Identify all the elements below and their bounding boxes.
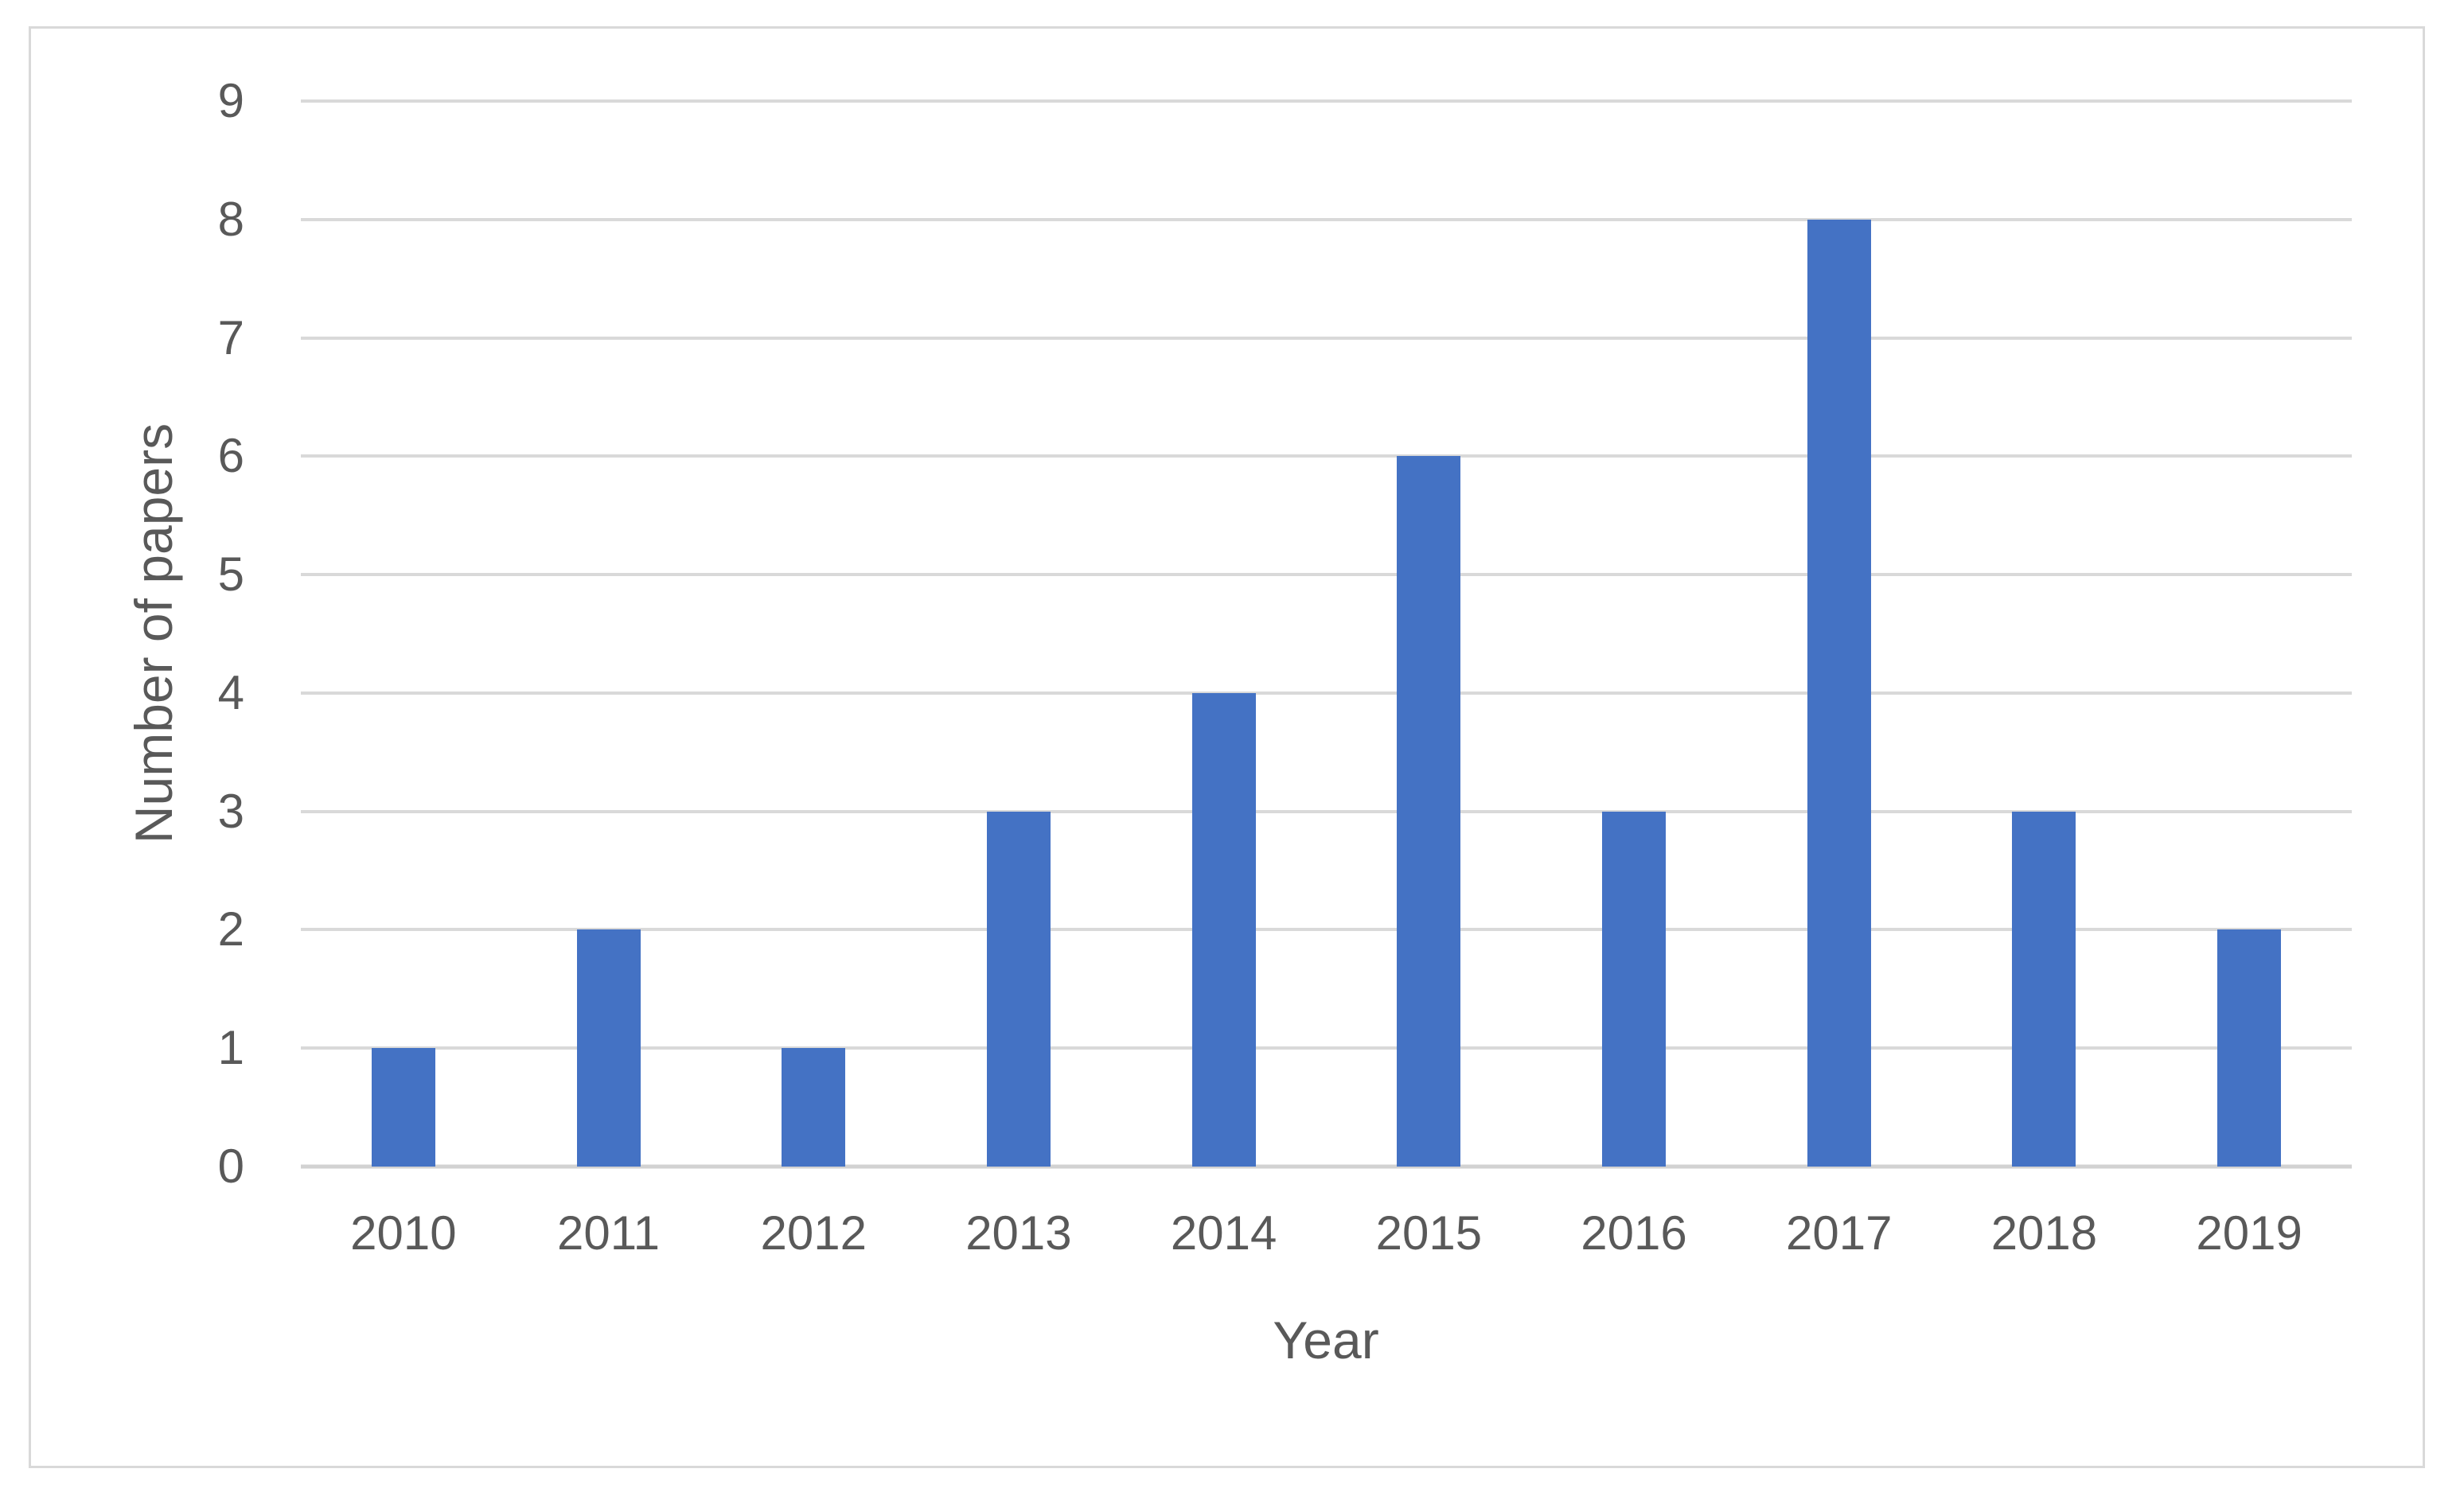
- gridline-1: [301, 1046, 2352, 1050]
- y-tick-label-6: 6: [217, 429, 244, 483]
- gridline-9: [301, 99, 2352, 103]
- gridline-5: [301, 573, 2352, 577]
- bar-2013: [986, 811, 1051, 1167]
- gridline-6: [301, 454, 2352, 458]
- bar-2017: [1807, 219, 1871, 1167]
- bar-2014: [1191, 692, 1256, 1167]
- x-tick-label-2010: 2010: [350, 1206, 457, 1260]
- y-tick-label-4: 4: [217, 665, 244, 719]
- bar-2016: [1602, 811, 1667, 1167]
- x-axis-title: Year: [1273, 1311, 1379, 1369]
- bar-2019: [2217, 929, 2282, 1167]
- y-tick-label-2: 2: [217, 902, 244, 956]
- y-tick-label-1: 1: [217, 1021, 244, 1075]
- y-tick-label-9: 9: [217, 74, 244, 127]
- y-tick-label-7: 7: [217, 310, 244, 364]
- x-tick-label-2018: 2018: [1990, 1206, 2098, 1260]
- y-tick-label-0: 0: [217, 1140, 244, 1193]
- plot-area: [301, 99, 2352, 1169]
- y-tick-label-8: 8: [217, 192, 244, 246]
- bar-2015: [1397, 456, 1461, 1167]
- bar-2018: [2012, 811, 2076, 1167]
- gridline-7: [301, 336, 2352, 340]
- y-tick-label-5: 5: [217, 547, 244, 602]
- gridline-8: [301, 217, 2352, 221]
- x-tick-label-2017: 2017: [1786, 1206, 1893, 1260]
- x-tick-label-2016: 2016: [1581, 1206, 1687, 1260]
- gridline-4: [301, 691, 2352, 695]
- x-tick-label-2013: 2013: [965, 1206, 1072, 1260]
- x-tick-label-2012: 2012: [760, 1206, 867, 1260]
- y-tick-label-3: 3: [217, 784, 244, 838]
- bar-2012: [782, 1048, 846, 1167]
- bar-2010: [371, 1048, 435, 1167]
- gridline-3: [301, 809, 2352, 813]
- bar-2011: [576, 929, 641, 1167]
- x-tick-label-2015: 2015: [1375, 1206, 1483, 1260]
- x-axis-line: [301, 1164, 2352, 1169]
- gridline-2: [301, 928, 2352, 932]
- x-tick-label-2019: 2019: [2196, 1206, 2302, 1260]
- x-tick-label-2014: 2014: [1170, 1206, 1277, 1260]
- x-tick-label-2011: 2011: [557, 1206, 661, 1260]
